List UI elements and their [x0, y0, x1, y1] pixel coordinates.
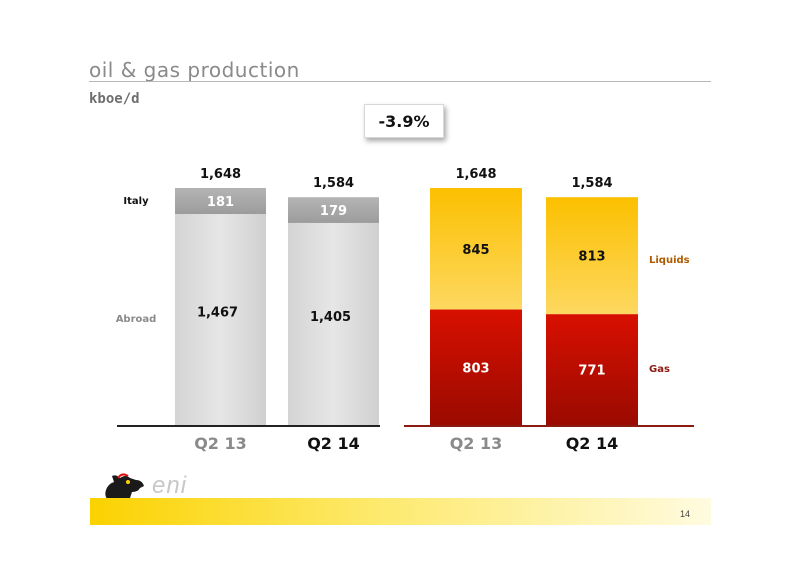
bar-gas-q2-13	[430, 309, 522, 425]
data-label: 845	[462, 243, 489, 258]
page-title: oil & gas production	[89, 58, 300, 82]
bar-abroad-q2-14	[288, 222, 379, 425]
bar-liquids-q2-13	[430, 188, 522, 310]
legend-liquids: Liquids	[649, 255, 690, 266]
legend-gas: Gas	[649, 364, 670, 375]
data-label: 1,467	[197, 306, 238, 321]
total-label: 1,584	[313, 176, 354, 191]
bar-liquids-q2-14	[546, 197, 638, 315]
legend-abroad: Abroad	[116, 314, 157, 325]
total-label: 1,648	[455, 167, 496, 182]
bar-gas-q2-14	[546, 314, 638, 425]
category-label: Q2 14	[307, 434, 360, 453]
bar-italy-q2-14	[288, 197, 379, 223]
category-label: Q2 13	[450, 434, 503, 453]
brand-wordmark: eni	[152, 472, 188, 499]
total-label: 1,584	[571, 176, 612, 191]
data-label: 771	[578, 364, 605, 379]
unit-label: kboe/d	[89, 91, 140, 107]
total-label: 1,648	[200, 167, 241, 182]
data-label: 179	[320, 204, 347, 219]
category-label: Q2 13	[194, 434, 247, 453]
category-label: Q2 14	[566, 434, 619, 453]
title-divider	[89, 81, 711, 82]
bar-italy-q2-13	[175, 188, 266, 215]
data-label: 1,405	[310, 310, 351, 325]
change-badge: -3.9%	[364, 104, 444, 138]
footer-band	[90, 498, 711, 525]
data-label: 181	[207, 195, 234, 210]
page-number: 14	[679, 509, 690, 519]
data-label: 813	[578, 250, 605, 265]
data-label: 803	[462, 361, 489, 376]
legend-italy: Italy	[123, 196, 149, 207]
bar-abroad-q2-13	[175, 214, 266, 425]
